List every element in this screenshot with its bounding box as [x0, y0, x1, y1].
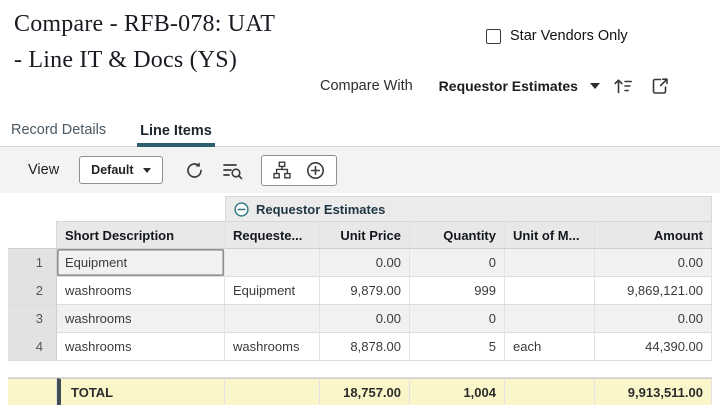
total-amount: 9,913,511.00 — [595, 378, 712, 405]
total-quantity: 1,004 — [410, 378, 505, 405]
star-vendors-label: Star Vendors Only — [510, 28, 628, 44]
total-requested-cell — [225, 378, 320, 405]
collapse-group-button[interactable] — [234, 201, 249, 217]
view-label: View — [28, 162, 60, 178]
cell-unit-price[interactable]: 8,878.00 — [320, 333, 410, 361]
tab-bar: Record Details Line Items — [0, 116, 720, 147]
row-number[interactable]: 4 — [8, 333, 57, 361]
col-header-unit-price[interactable]: Unit Price — [320, 221, 410, 249]
cell-requested[interactable] — [225, 249, 320, 277]
compare-with-label: Compare With — [320, 78, 413, 94]
filter-search-icon — [222, 163, 242, 179]
view-dropdown-value: Default — [91, 163, 134, 177]
compare-with-row: Compare With Requestor Estimates — [320, 76, 670, 96]
export-button[interactable] — [650, 76, 670, 96]
group-header-label: Requestor Estimates — [256, 201, 386, 217]
export-icon — [652, 78, 668, 94]
col-header-requested[interactable]: Requeste... — [225, 221, 320, 249]
col-header-unit-of-measure[interactable]: Unit of M... — [505, 221, 595, 249]
hierarchy-button[interactable] — [272, 161, 291, 179]
cell-short-description[interactable]: washrooms — [57, 277, 225, 305]
compare-with-value: Requestor Estimates — [438, 78, 578, 94]
plus-circle-icon — [306, 161, 324, 179]
cell-short-description[interactable]: washrooms — [57, 305, 225, 333]
cell-quantity[interactable]: 999 — [410, 277, 505, 305]
row-number[interactable]: 1 — [8, 249, 57, 277]
star-vendors-checkbox[interactable] — [486, 28, 501, 44]
refresh-button[interactable] — [185, 161, 204, 180]
page-title-line1: Compare - RFB-078: UAT — [14, 11, 276, 37]
group-header: Requestor Estimates — [225, 196, 712, 221]
cell-quantity[interactable]: 0 — [410, 249, 505, 277]
empty-row — [8, 361, 712, 378]
total-unit-price: 18,757.00 — [320, 378, 410, 405]
total-label: TOTAL — [57, 378, 225, 405]
grid-toolbar: View Default — [0, 147, 720, 193]
row-number[interactable]: 3 — [8, 305, 57, 333]
total-unit-of-measure-cell — [505, 378, 595, 405]
cell-short-description[interactable]: Equipment — [57, 249, 225, 277]
row-number[interactable]: 2 — [8, 277, 57, 305]
cell-amount[interactable]: 0.00 — [595, 305, 712, 333]
filter-search-button[interactable] — [222, 161, 243, 180]
cell-requested[interactable]: washrooms — [225, 333, 320, 361]
chevron-down-icon — [142, 167, 151, 173]
hierarchy-toolbar-group — [260, 154, 337, 186]
cell-unit-of-measure[interactable] — [505, 305, 595, 333]
tab-record-details[interactable]: Record Details — [8, 118, 109, 146]
cell-unit-price[interactable]: 0.00 — [320, 249, 410, 277]
hierarchy-icon — [272, 161, 291, 179]
compare-with-dropdown[interactable]: Requestor Estimates — [439, 78, 600, 94]
page-title-line2: - Line IT & Docs (YS) — [14, 47, 238, 73]
cell-amount[interactable]: 9,869,121.00 — [595, 277, 712, 305]
cell-amount[interactable]: 0.00 — [595, 249, 712, 277]
view-dropdown[interactable]: Default — [79, 156, 163, 184]
cell-unit-of-measure[interactable] — [505, 249, 595, 277]
cell-unit-price[interactable]: 9,879.00 — [320, 277, 410, 305]
sort-icon — [614, 79, 632, 94]
cell-short-description[interactable]: washrooms — [57, 333, 225, 361]
tab-line-items[interactable]: Line Items — [137, 119, 215, 147]
tab-record-details-label: Record Details — [11, 122, 107, 138]
cell-amount[interactable]: 44,390.00 — [595, 333, 712, 361]
minus-circle-icon — [234, 201, 249, 217]
chevron-down-icon — [589, 83, 600, 89]
page-title: Compare - RFB-078: UAT - Line IT & Docs … — [14, 6, 275, 78]
sort-button[interactable] — [612, 76, 634, 96]
page-header: Compare - RFB-078: UAT - Line IT & Docs … — [0, 0, 720, 116]
cell-requested[interactable] — [225, 305, 320, 333]
cell-quantity[interactable]: 0 — [410, 305, 505, 333]
col-header-amount[interactable]: Amount — [595, 221, 712, 249]
cell-requested[interactable]: Equipment — [225, 277, 320, 305]
cell-unit-of-measure[interactable] — [505, 277, 595, 305]
star-vendors-control: Star Vendors Only — [486, 28, 628, 44]
refresh-icon — [186, 161, 202, 178]
add-row-button[interactable] — [306, 161, 325, 180]
col-header-quantity[interactable]: Quantity — [410, 221, 505, 249]
row-number-header — [8, 221, 57, 249]
cell-unit-of-measure[interactable]: each — [505, 333, 595, 361]
tab-line-items-label: Line Items — [140, 123, 212, 139]
group-header-spacer — [8, 196, 225, 221]
col-header-short-description[interactable]: Short Description — [57, 221, 225, 249]
line-items-grid: Requestor Estimates Short Description Re… — [8, 196, 712, 405]
cell-unit-price[interactable]: 0.00 — [320, 305, 410, 333]
total-row-spacer — [8, 378, 57, 405]
cell-quantity[interactable]: 5 — [410, 333, 505, 361]
